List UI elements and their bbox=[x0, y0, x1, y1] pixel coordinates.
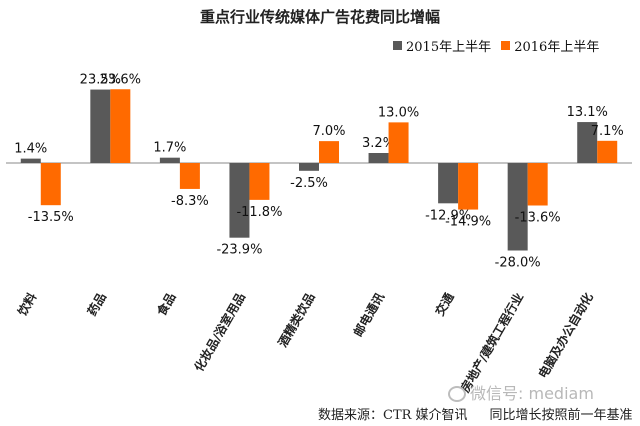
bar-2015-5 bbox=[368, 153, 389, 163]
data-label-2015-6: -12.9% bbox=[425, 208, 471, 223]
legend-label-2016: 2016年上半年 bbox=[514, 40, 600, 55]
data-label-2016-8: 7.1% bbox=[591, 124, 624, 139]
bar-2015-0 bbox=[20, 158, 41, 163]
bar-2015-1 bbox=[90, 89, 111, 163]
data-label-2015-8: 13.1% bbox=[567, 105, 608, 120]
bar-2016-3 bbox=[249, 163, 270, 200]
data-label-2016-5: 13.0% bbox=[378, 105, 419, 120]
data-label-2016-1: 23.6% bbox=[100, 72, 141, 87]
bar-2016-6 bbox=[458, 163, 479, 210]
bar-2015-2 bbox=[159, 157, 180, 163]
category-label-1: 药品 bbox=[84, 290, 109, 318]
data-label-2016-2: -8.3% bbox=[171, 194, 209, 209]
data-label-2015-1: 23.5% bbox=[80, 73, 121, 88]
source-note: 数据来源：CTR 媒介智讯 bbox=[318, 408, 468, 423]
data-label-2015-3: -23.9% bbox=[216, 243, 262, 258]
bar-2016-0 bbox=[40, 163, 61, 206]
data-label-2015-5: 3.2% bbox=[362, 136, 395, 151]
data-label-2016-4: 7.0% bbox=[312, 124, 345, 139]
bar-2015-6 bbox=[438, 163, 459, 204]
legend-swatch-2016 bbox=[501, 41, 511, 50]
bar-2016-5 bbox=[388, 122, 409, 163]
data-label-2015-7: -28.0% bbox=[495, 256, 541, 271]
bar-2016-1 bbox=[110, 89, 131, 163]
data-label-2016-7: -13.6% bbox=[515, 211, 561, 226]
legend-item-2015: 2015年上半年 bbox=[393, 36, 491, 55]
category-label-3: 化妆品/浴室用品 bbox=[191, 290, 248, 374]
bar-2015-7 bbox=[507, 163, 528, 251]
data-label-2016-0: -13.5% bbox=[28, 210, 74, 225]
data-label-2015-4: -2.5% bbox=[290, 176, 328, 191]
bar-2015-8 bbox=[577, 122, 598, 163]
legend-label-2015: 2015年上半年 bbox=[406, 40, 492, 55]
data-label-2015-0: 1.4% bbox=[14, 142, 47, 157]
chart-title: 重点行业传统媒体广告花费同比增幅 bbox=[199, 8, 440, 26]
bar-2016-4 bbox=[319, 141, 339, 163]
data-label-2016-3: -11.8% bbox=[236, 205, 282, 220]
watermark: 微信号: mediam bbox=[448, 380, 594, 404]
category-label-0: 饮料 bbox=[14, 290, 39, 319]
legend-swatch-2015 bbox=[393, 41, 402, 50]
legend: 2015年上半年 2016年上半年 bbox=[393, 36, 605, 55]
bar-2016-7 bbox=[527, 163, 548, 206]
wechat-icon bbox=[448, 386, 466, 402]
bar-2016-8 bbox=[597, 140, 618, 163]
bar-2015-4 bbox=[299, 163, 319, 171]
data-label-2016-6: -14.9% bbox=[445, 215, 491, 230]
bar-2016-2 bbox=[179, 163, 200, 189]
baseline-note: 同比增长按照前一年基准 bbox=[489, 408, 633, 423]
footer: 数据来源：CTR 媒介智讯 同比增长按照前一年基准 bbox=[318, 404, 633, 423]
category-label-5: 邮电通讯 bbox=[350, 290, 387, 339]
category-label-4: 酒精类饮品 bbox=[275, 290, 318, 349]
category-label-2: 食品 bbox=[153, 290, 178, 319]
bar-2015-3 bbox=[229, 163, 250, 238]
watermark-text: 微信号: mediam bbox=[470, 384, 594, 403]
legend-item-2016: 2016年上半年 bbox=[501, 36, 599, 55]
data-label-2015-2: 1.7% bbox=[153, 141, 186, 156]
category-label-8: 电脑及办公自动化 bbox=[535, 290, 596, 381]
category-label-6: 交通 bbox=[432, 290, 457, 318]
